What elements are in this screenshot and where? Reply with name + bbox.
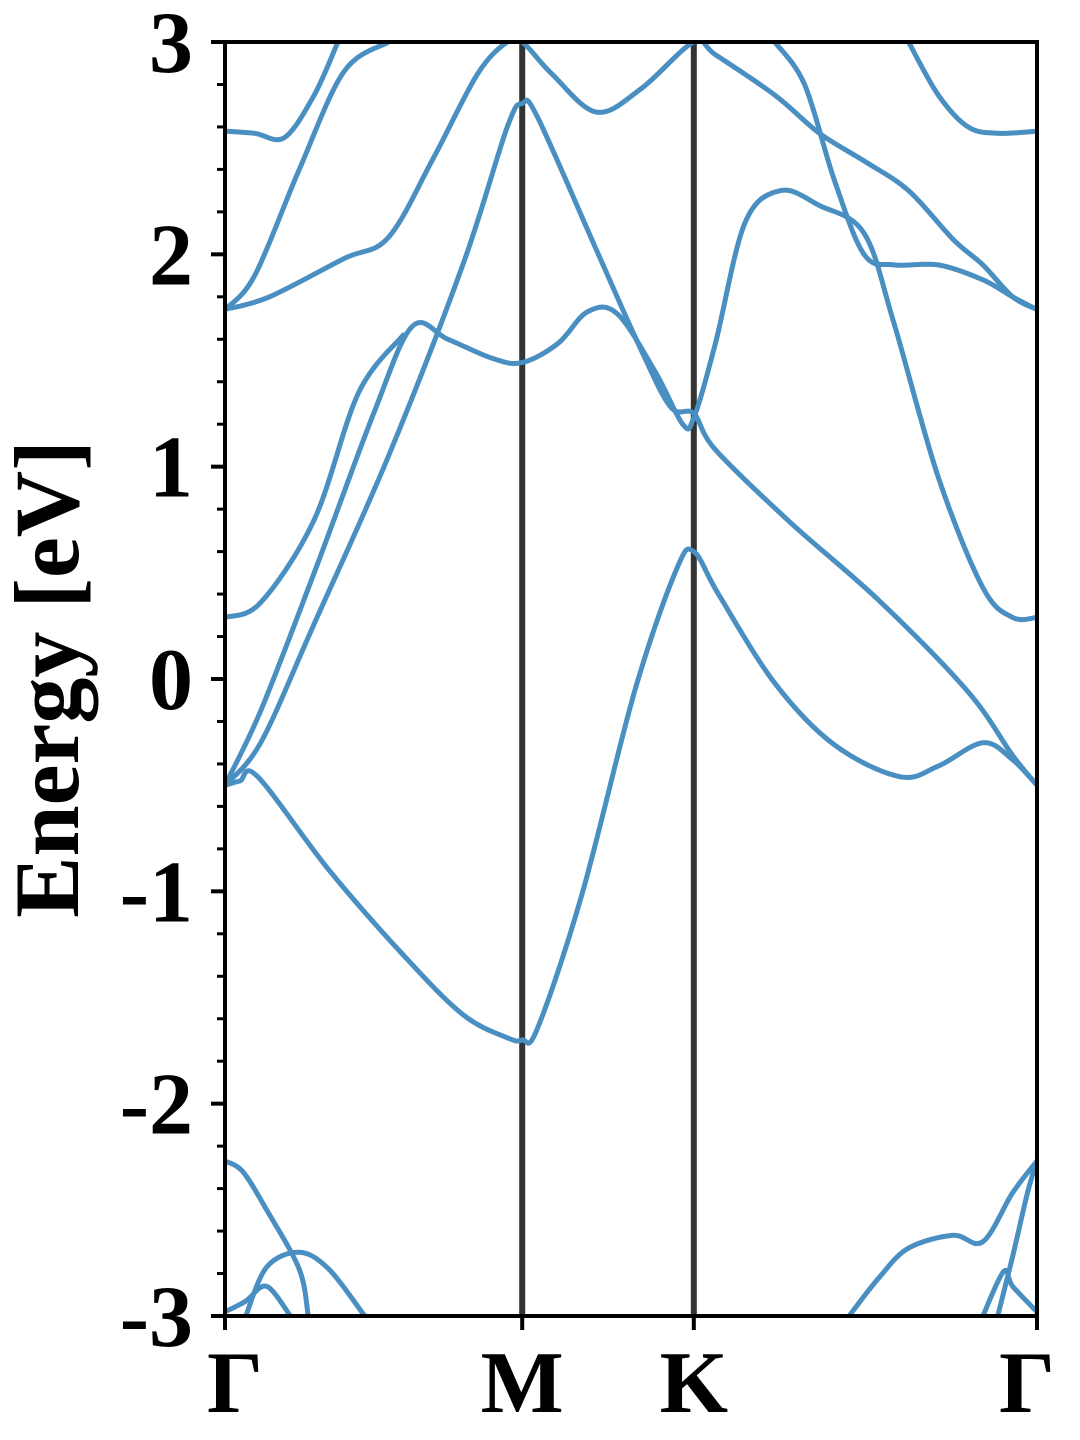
y-tick-label: -3 [120, 1269, 193, 1366]
plot-frame [223, 40, 1039, 1318]
y-tick-label: 1 [149, 420, 193, 517]
band-line [243, 1249, 368, 1316]
band-line [906, 42, 1037, 136]
y-tick-label: 0 [149, 632, 193, 729]
y-tick-label: 2 [149, 207, 193, 304]
band-line [995, 1158, 1037, 1316]
kpath-lines [519, 42, 697, 1316]
band-line [225, 187, 1037, 788]
y-tick-label: -2 [120, 1057, 193, 1154]
y-tick-label: 3 [149, 0, 193, 92]
y-axis-ticks: -3 -2 -1 0 1 2 3 [120, 0, 225, 1366]
band-line [225, 332, 406, 620]
band-line [225, 1158, 311, 1316]
x-tick-label: Γ [207, 1335, 263, 1432]
y-axis-label: Energy [eV] [0, 440, 98, 918]
x-tick-label: Γ [999, 1335, 1055, 1432]
band-curves [225, 42, 1037, 1316]
band-line [772, 42, 1037, 312]
band-line [225, 42, 341, 143]
y-tick-label: -1 [120, 844, 193, 941]
band-line [225, 42, 391, 312]
band-line [225, 42, 1037, 312]
x-tick-label: K [660, 1335, 728, 1432]
band-line [846, 1158, 1037, 1316]
x-tick-label: M [481, 1335, 564, 1432]
band-line [225, 546, 1037, 1046]
band-line [225, 97, 1037, 788]
